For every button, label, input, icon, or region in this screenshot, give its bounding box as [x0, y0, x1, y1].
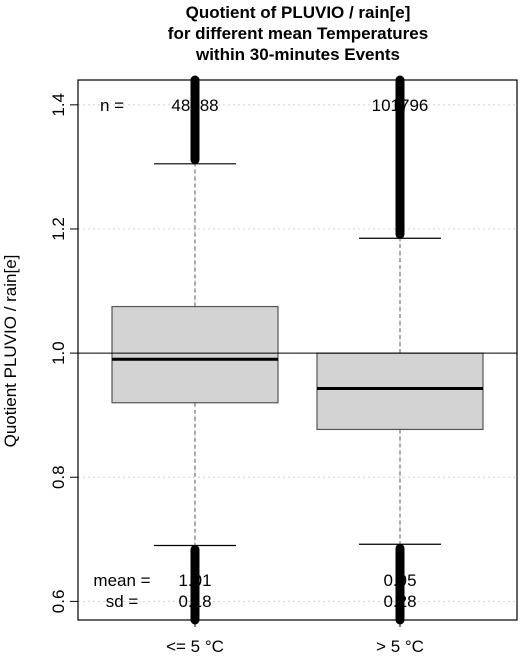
n-label: n =: [100, 96, 124, 115]
chart-title: Quotient of PLUVIO / rain[e] for differe…: [168, 3, 428, 64]
mean-label: mean =: [93, 571, 150, 590]
mean-value-1: 0.95: [383, 571, 416, 590]
y-tick-label-1: 0.8: [49, 465, 68, 489]
sd-value-0: 0.18: [178, 592, 211, 611]
box-1: [316, 352, 484, 431]
plot-area: n = 48688 101796 mean = 1.01 0.95 sd = 0.18 0.28…: [49, 75, 518, 656]
title-line-3: within 30-minutes Events: [195, 45, 400, 64]
y-tick-label-3: 1.2: [49, 217, 68, 241]
y-tick-label-2: 1.0: [49, 341, 68, 365]
box-0: [111, 305, 279, 404]
n-value-0: 48688: [171, 96, 218, 115]
x-tick-label-0: <= 5 °C: [166, 637, 224, 656]
title-line-2: for different mean Temperatures: [168, 24, 428, 43]
n-value-1: 101796: [372, 96, 429, 115]
y-tick-label-4: 1.4: [49, 93, 68, 117]
sd-label: sd =: [106, 592, 139, 611]
y-axis-label: Quotient PLUVIO / rain[e]: [1, 255, 20, 448]
sd-value-1: 0.28: [383, 592, 416, 611]
mean-value-0: 1.01: [178, 571, 211, 590]
x-tick-label-1: > 5 °C: [376, 637, 424, 656]
title-line-1: Quotient of PLUVIO / rain[e]: [186, 3, 411, 22]
y-tick-label-0: 0.6: [49, 590, 68, 614]
